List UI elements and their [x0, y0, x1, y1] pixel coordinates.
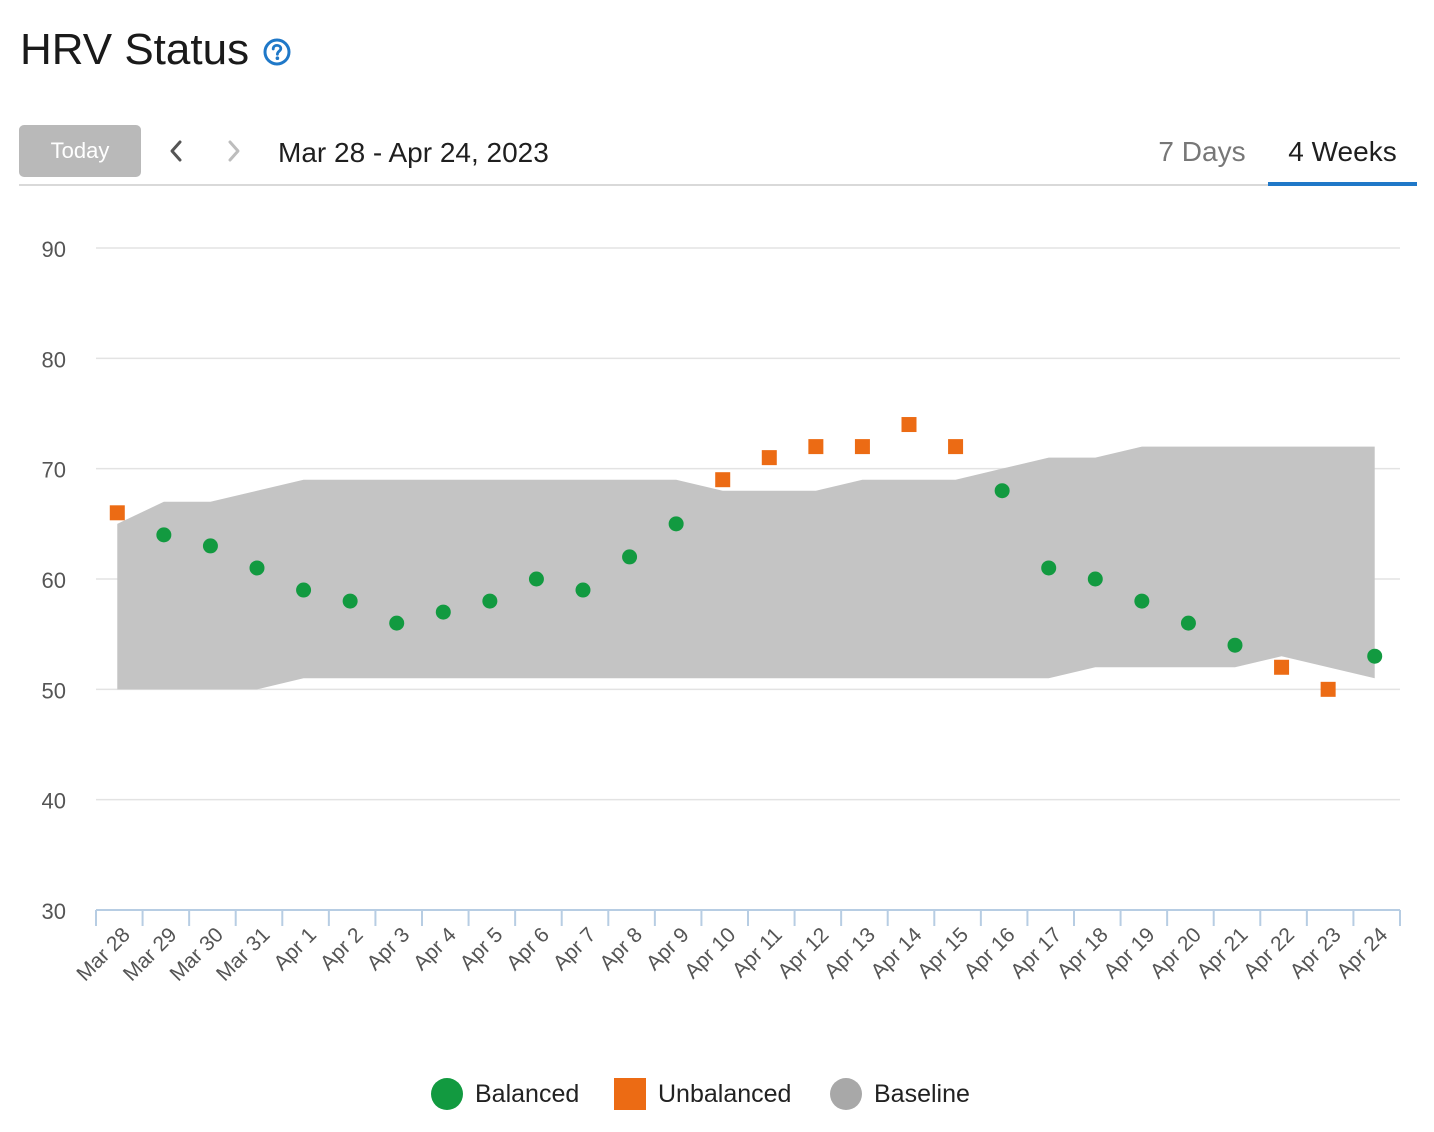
x-tick-label: Apr 11 — [728, 923, 787, 982]
balanced-point — [1041, 560, 1057, 576]
x-tick-label: Apr 16 — [960, 923, 1020, 983]
y-tick-label: 90 — [42, 237, 66, 262]
legend-label-unbalanced: Unbalanced — [658, 1079, 792, 1108]
balanced-point — [296, 582, 312, 598]
y-tick-label: 60 — [42, 568, 66, 593]
date-range: Mar 28 - Apr 24, 2023 — [278, 137, 549, 168]
balanced-point — [668, 516, 684, 532]
x-tick-label: Apr 3 — [362, 923, 414, 975]
tab-4-weeks[interactable]: 4 Weeks — [1268, 125, 1417, 186]
legend-item-baseline: Baseline — [830, 1072, 970, 1116]
legend-swatch-unbalanced — [614, 1078, 646, 1110]
x-tick-label: Apr 23 — [1286, 923, 1346, 983]
y-tick-label: 80 — [42, 347, 66, 372]
x-tick-label: Apr 1 — [269, 923, 321, 975]
x-tick-label: Mar 31 — [212, 923, 274, 985]
x-tick-label: Apr 12 — [773, 923, 833, 983]
x-tick-label: Apr 5 — [456, 923, 508, 975]
toolbar: Today Mar 28 - Apr 24, 2023 7 Days 4 Wee… — [19, 125, 1417, 186]
y-tick-label: 70 — [42, 458, 66, 483]
balanced-point — [389, 615, 405, 631]
x-tick-label: Apr 13 — [820, 923, 880, 983]
balanced-point — [342, 593, 358, 609]
balanced-point — [1227, 637, 1243, 653]
x-axis — [95, 909, 1401, 926]
next-period-button[interactable] — [217, 134, 251, 168]
balanced-point — [435, 604, 451, 620]
baseline-band — [117, 446, 1375, 690]
legend-swatch-baseline — [830, 1078, 862, 1110]
x-tick-label: Apr 8 — [595, 923, 647, 975]
unbalanced-point — [109, 505, 125, 521]
legend-label-balanced: Balanced — [475, 1079, 580, 1108]
legend-label-baseline: Baseline — [874, 1079, 970, 1108]
question-circle-icon[interactable] — [263, 38, 291, 66]
unbalanced-point — [901, 417, 917, 433]
title-row: HRV Status — [20, 22, 291, 78]
y-axis-labels: 30 40 50 60 70 80 90 — [42, 237, 66, 924]
balanced-point — [622, 549, 638, 565]
legend-item-balanced: Balanced — [431, 1072, 579, 1116]
balanced-point — [156, 527, 172, 543]
balanced-point — [202, 538, 218, 554]
x-tick-label: Apr 14 — [867, 923, 927, 983]
tab-7-days[interactable]: 7 Days — [1158, 136, 1246, 167]
balanced-point — [1180, 615, 1196, 631]
unbalanced-point — [854, 439, 870, 455]
balanced-point — [482, 593, 498, 609]
balanced-point — [249, 560, 265, 576]
unbalanced-point — [1320, 681, 1336, 697]
x-tick-label: Apr 18 — [1053, 923, 1113, 983]
page-title: HRV Status — [20, 25, 250, 74]
unbalanced-point — [948, 439, 964, 455]
chevron-left-icon — [170, 140, 182, 162]
x-tick-label: Apr 24 — [1332, 923, 1392, 983]
x-tick-label: Apr 22 — [1239, 923, 1299, 983]
legend-swatch-balanced — [431, 1078, 463, 1110]
y-tick-label: 50 — [42, 678, 66, 703]
previous-period-button[interactable] — [159, 134, 193, 168]
y-tick-label: 30 — [42, 899, 66, 924]
unbalanced-point — [808, 439, 824, 455]
balanced-point — [1087, 571, 1103, 587]
x-tick-label: Apr 10 — [680, 923, 740, 983]
unbalanced-point — [1274, 659, 1290, 675]
legend: Balanced Unbalanced Baseline — [0, 1072, 1434, 1116]
x-tick-label: Apr 2 — [316, 923, 368, 975]
data-points — [109, 417, 1383, 697]
balanced-point — [575, 582, 591, 598]
baseline-band-layer — [117, 446, 1375, 690]
x-tick-label: Apr 21 — [1193, 923, 1253, 983]
x-tick-label: Apr 6 — [502, 923, 554, 975]
unbalanced-point — [715, 472, 731, 488]
x-tick-label: Apr 15 — [913, 923, 973, 983]
balanced-point — [1134, 593, 1150, 609]
x-tick-label: Apr 7 — [549, 923, 601, 975]
x-tick-label: Apr 17 — [1006, 923, 1066, 983]
balanced-point — [528, 571, 544, 587]
y-tick-label: 40 — [42, 789, 66, 814]
balanced-point — [994, 483, 1010, 499]
balanced-point — [1367, 648, 1383, 664]
today-button[interactable]: Today — [19, 125, 141, 177]
x-tick-label: Apr 20 — [1146, 923, 1206, 983]
unbalanced-point — [761, 450, 777, 466]
x-tick-label: Apr 19 — [1099, 923, 1159, 983]
chevron-right-icon — [228, 140, 240, 162]
x-tick-label: Apr 4 — [409, 923, 461, 975]
legend-item-unbalanced: Unbalanced — [614, 1072, 791, 1116]
